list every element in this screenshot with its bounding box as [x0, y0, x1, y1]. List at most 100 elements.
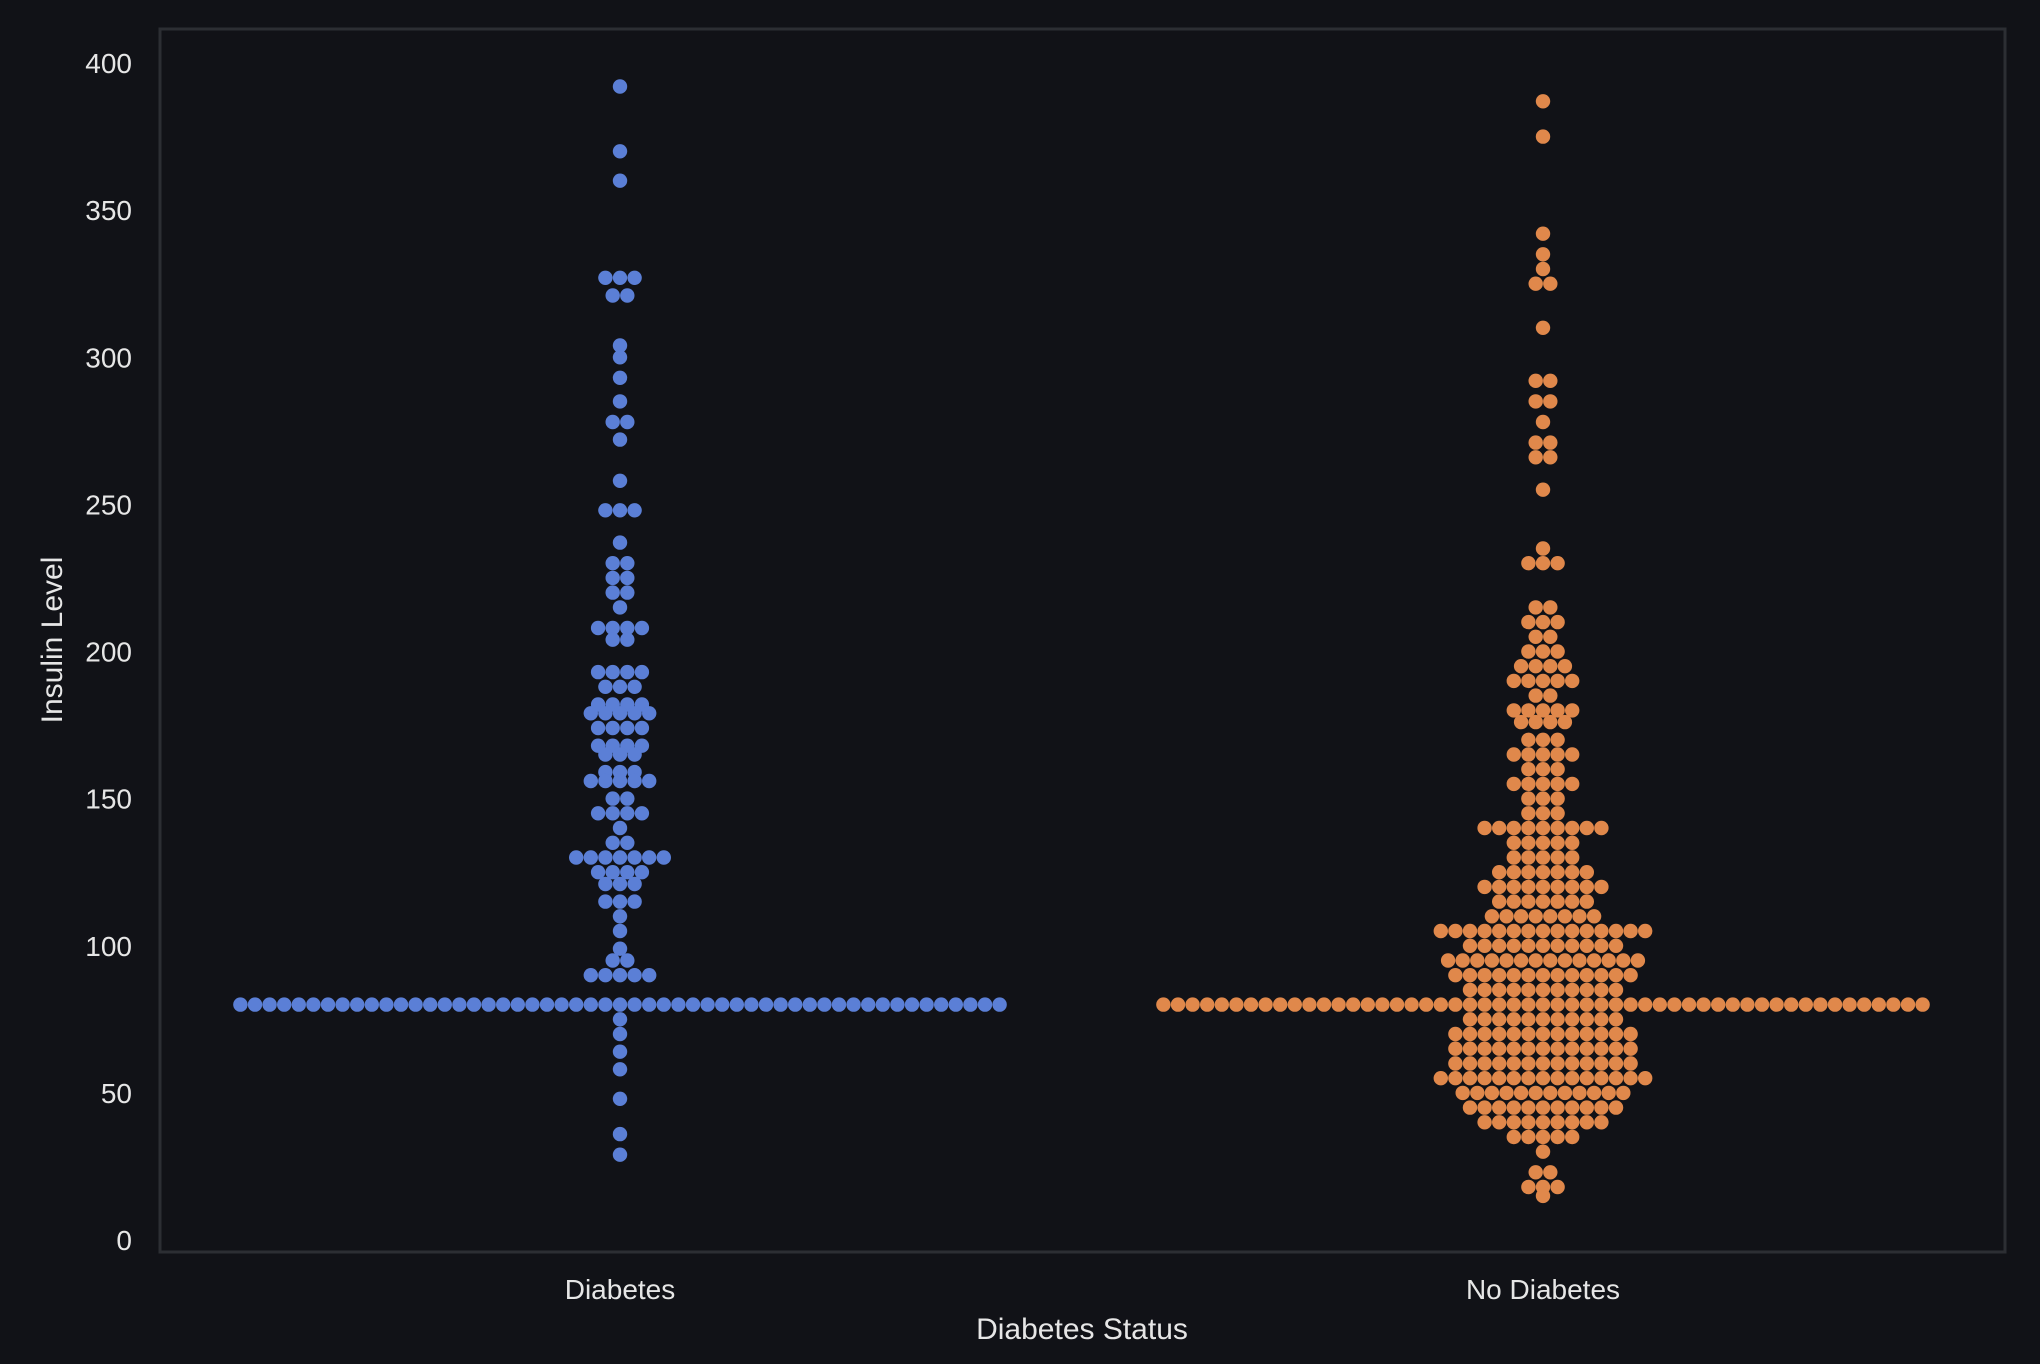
data-point	[1608, 1026, 1624, 1042]
data-point	[583, 850, 598, 865]
data-point	[773, 997, 788, 1012]
data-point	[612, 1147, 628, 1162]
data-point	[1506, 820, 1522, 836]
data-point	[1579, 1012, 1595, 1027]
data-point	[656, 850, 671, 865]
data-point	[1506, 1115, 1522, 1130]
data-point	[1565, 1129, 1580, 1145]
data-point	[1462, 1100, 1478, 1115]
data-point	[1594, 1100, 1609, 1115]
y-tick-label: 400	[85, 48, 132, 79]
data-point	[605, 620, 620, 636]
data-point	[1506, 850, 1522, 865]
data-point	[1623, 1026, 1638, 1042]
data-point	[605, 720, 620, 736]
data-point	[620, 664, 635, 680]
data-point	[1521, 556, 1536, 571]
data-point	[620, 414, 635, 430]
data-points	[233, 79, 1930, 1204]
data-point	[1492, 879, 1507, 895]
data-point	[1521, 644, 1536, 659]
data-point	[1543, 909, 1558, 924]
data-point	[1521, 879, 1536, 895]
data-point	[1521, 835, 1536, 850]
data-point	[1594, 820, 1609, 836]
data-point	[1594, 1071, 1609, 1086]
data-point	[977, 997, 993, 1012]
data-point	[1557, 953, 1573, 968]
data-point	[583, 997, 598, 1012]
data-point	[1535, 968, 1551, 983]
data-point	[1623, 968, 1638, 983]
data-point	[1535, 247, 1551, 262]
y-tick-label: 300	[85, 342, 132, 373]
data-point	[1229, 997, 1244, 1012]
data-point	[1477, 1026, 1492, 1042]
data-point	[539, 997, 555, 1012]
data-point	[612, 473, 628, 488]
data-point	[1616, 953, 1631, 968]
y-tick-label: 50	[101, 1078, 132, 1109]
data-point	[1521, 997, 1536, 1012]
data-point	[627, 747, 642, 762]
data-point	[1506, 938, 1522, 953]
data-point	[1448, 1026, 1463, 1042]
data-point	[1608, 1012, 1624, 1027]
data-point	[1477, 968, 1492, 983]
data-point	[1521, 1056, 1536, 1071]
data-point	[1506, 1129, 1522, 1145]
data-point	[1565, 1012, 1580, 1027]
data-point	[1477, 1041, 1492, 1056]
data-point	[1484, 953, 1500, 968]
data-point	[1492, 982, 1507, 998]
data-point	[1477, 1012, 1492, 1027]
data-point	[612, 876, 628, 892]
data-point	[634, 865, 650, 880]
data-point	[948, 997, 963, 1012]
data-point	[1360, 997, 1376, 1012]
data-point	[1550, 791, 1565, 806]
data-point	[1535, 1056, 1551, 1071]
data-point	[1535, 1100, 1551, 1115]
data-point	[1535, 644, 1551, 659]
data-point	[627, 706, 642, 721]
data-point	[1455, 953, 1470, 968]
data-point	[1711, 997, 1726, 1012]
data-point	[627, 773, 642, 789]
data-point	[1462, 938, 1478, 953]
data-point	[1528, 373, 1543, 388]
data-point	[605, 632, 620, 647]
y-tick-label: 150	[85, 784, 132, 815]
data-point	[1477, 820, 1492, 836]
data-point	[1623, 997, 1638, 1012]
data-point	[1594, 968, 1609, 983]
data-point	[1528, 600, 1543, 615]
data-point	[1565, 1071, 1580, 1086]
data-point	[1550, 835, 1565, 850]
data-point	[1528, 435, 1543, 450]
data-point	[335, 997, 350, 1012]
data-point	[1565, 1100, 1580, 1115]
data-point	[437, 997, 452, 1012]
data-point	[620, 570, 635, 586]
data-point	[1492, 1026, 1507, 1042]
data-point	[1630, 953, 1646, 968]
data-point	[1550, 776, 1565, 792]
data-point	[1499, 909, 1514, 924]
data-point	[1214, 997, 1230, 1012]
data-point	[1594, 1026, 1609, 1042]
data-point	[1550, 1026, 1565, 1042]
data-point	[1528, 394, 1543, 409]
data-point	[1477, 982, 1492, 998]
data-point	[612, 773, 628, 789]
data-point	[1857, 997, 1872, 1012]
data-point	[1535, 747, 1551, 762]
data-point	[1499, 953, 1514, 968]
data-point	[1696, 997, 1711, 1012]
data-point	[1565, 982, 1580, 998]
data-point	[569, 850, 584, 865]
data-point	[1565, 865, 1580, 880]
data-point	[598, 747, 613, 762]
data-point	[1506, 835, 1522, 850]
data-point	[1565, 968, 1580, 983]
